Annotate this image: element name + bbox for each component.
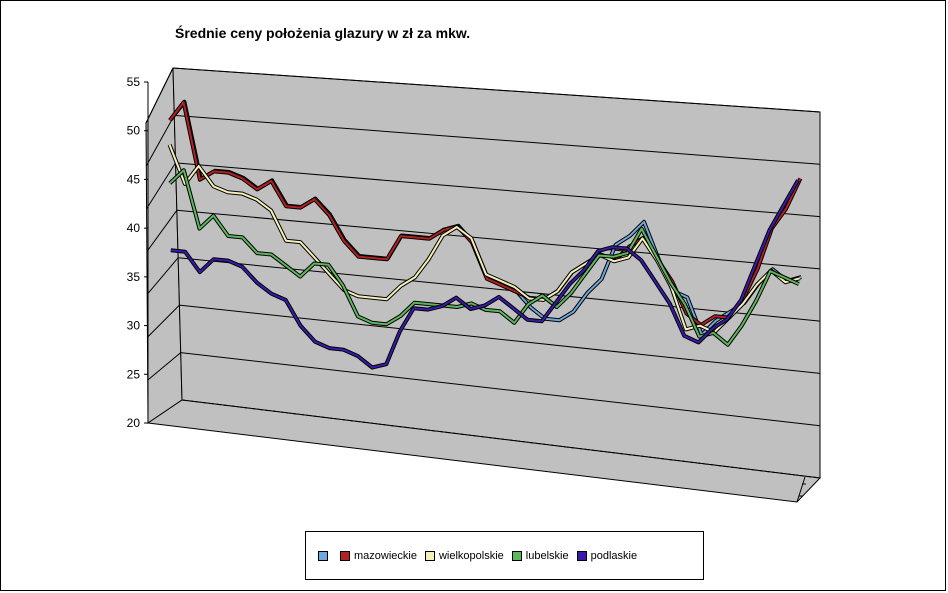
gridline — [180, 352, 821, 427]
floor — [146, 399, 822, 503]
side-gridline — [146, 257, 179, 295]
legend-item: mazowieckie — [340, 550, 417, 562]
series-line — [169, 169, 800, 346]
y-tick-label: 40 — [127, 221, 141, 235]
chart-legend: mazowieckie wielkopolskie lubelskie podlask… — [305, 531, 704, 580]
side-gridline — [146, 209, 178, 252]
legend-label: lubelskie — [525, 549, 569, 562]
y-tick-label: 30 — [127, 319, 141, 333]
legend-label: mazowieckie — [354, 549, 417, 562]
series-line — [169, 101, 802, 327]
gridline — [172, 67, 821, 113]
gridline — [176, 209, 821, 270]
depth-axis-line — [796, 476, 806, 503]
legend-item: podlaskie — [576, 549, 638, 562]
legend-swatch — [424, 550, 435, 561]
y-tick-label: 25 — [127, 367, 141, 381]
y-tick-label: 35 — [127, 270, 141, 284]
chart-walls — [145, 67, 822, 503]
side-gridline — [145, 115, 175, 167]
legend-item: wielkopolskie — [424, 549, 504, 562]
legend-item — [318, 550, 332, 561]
side-gridline — [145, 67, 174, 124]
legend-item: lubelskie — [511, 549, 569, 562]
y-tick-label: 55 — [127, 75, 141, 89]
y-tick-label: 45 — [127, 172, 141, 186]
legend-label: podlaskie — [590, 549, 638, 562]
floor-backline — [181, 399, 821, 479]
chart-title: Średnie ceny położenia glazury w zł za m… — [175, 25, 471, 41]
y-tick-label: 50 — [127, 124, 141, 138]
gridline — [178, 257, 821, 322]
legend-label: wielkopolskie — [438, 549, 504, 562]
series-line — [170, 179, 799, 369]
legend-swatch — [511, 550, 522, 561]
gridline — [175, 162, 821, 218]
side-gridline — [147, 304, 180, 338]
legend-swatch — [576, 550, 587, 561]
legend-swatch — [340, 550, 350, 561]
gridline — [174, 114, 821, 165]
chart-lines — [167, 99, 803, 370]
side-gridline — [147, 352, 182, 381]
y-tick-label: 20 — [127, 416, 141, 430]
side-gridline — [146, 162, 176, 209]
gridline — [179, 304, 821, 374]
y-axis-ticks: 20 25 30 35 40 45 50 55 — [127, 75, 806, 503]
legend-swatch — [318, 550, 328, 561]
